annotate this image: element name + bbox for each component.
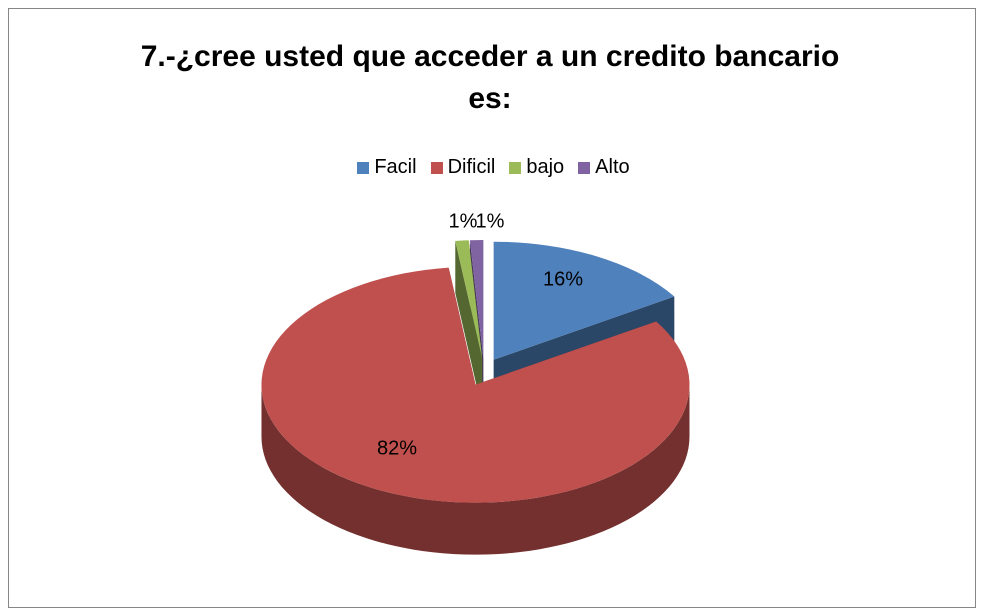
data-label: 16% [543, 268, 583, 290]
legend-item: bajo [509, 156, 564, 179]
legend-swatch [578, 161, 591, 174]
slice-wall [261, 384, 690, 555]
data-label: 1% [476, 210, 505, 232]
legend-label: Facil [374, 156, 417, 178]
chart-title: 7.-¿cree usted que acceder a un credito … [140, 40, 840, 115]
legend-item: Dificil [430, 156, 496, 179]
slice-side [455, 240, 483, 411]
slice [493, 241, 675, 360]
legend-label: bajo [526, 156, 565, 178]
legend-swatch [357, 161, 370, 174]
slice [455, 240, 483, 359]
slice [261, 267, 690, 503]
legend-label: Dificil [447, 156, 496, 178]
legend-item: Alto [578, 156, 630, 179]
data-label: 82% [377, 437, 417, 459]
legend-item: Facil [357, 156, 417, 179]
slice [469, 240, 484, 359]
legend: Facil Dificil bajo Alto [0, 156, 987, 179]
legend-swatch [430, 161, 443, 174]
data-label: 1% [449, 210, 478, 232]
legend-swatch [509, 161, 522, 174]
legend-label: Alto [595, 156, 630, 178]
